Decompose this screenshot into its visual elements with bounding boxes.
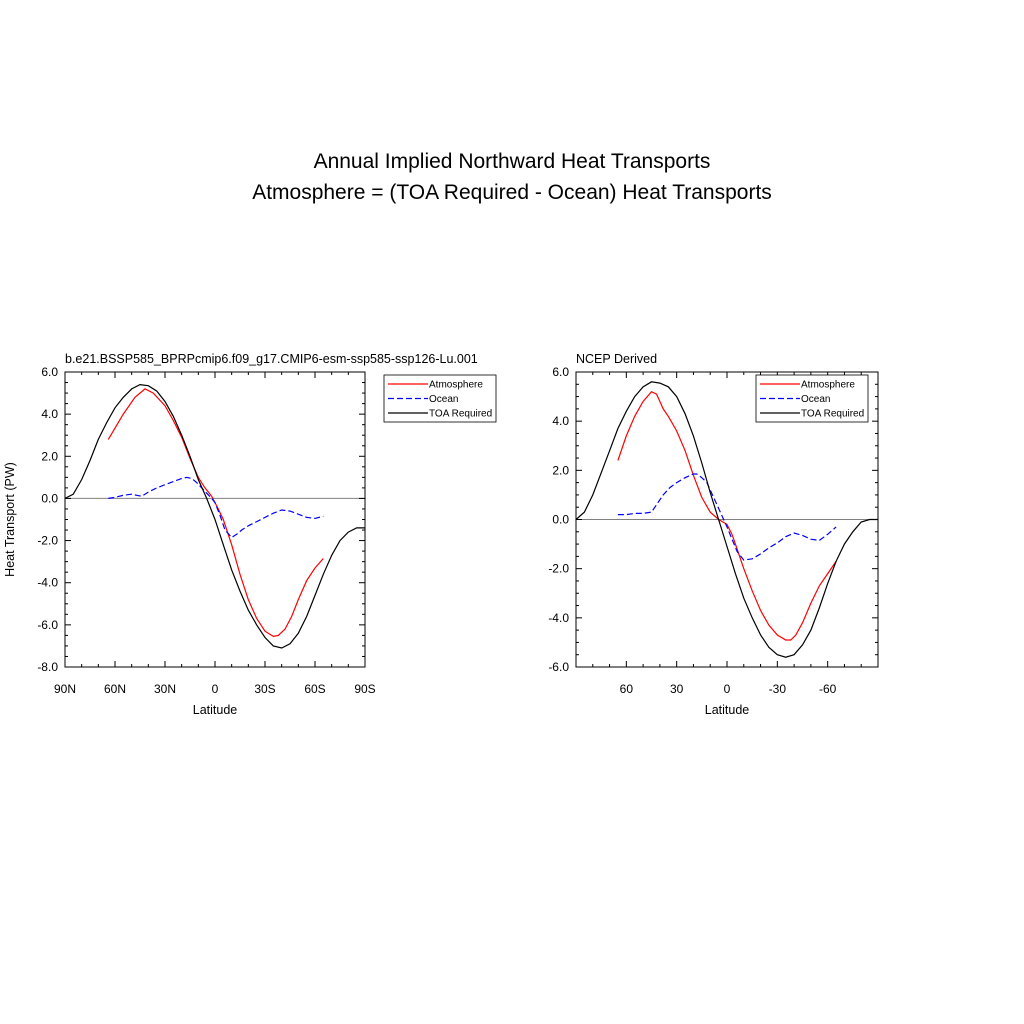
x-tick-label: 0 [212, 682, 219, 696]
y-tick-label: 6.0 [552, 365, 569, 379]
legend: Atmosphere Ocean TOA Required [755, 374, 869, 423]
y-tick-label: 6.0 [41, 365, 58, 379]
y-tick-label: 4.0 [552, 414, 569, 428]
x-tick-label: 60N [104, 682, 126, 696]
y-tick-label: -8.0 [37, 660, 58, 674]
panel-title: NCEP Derived [576, 352, 657, 366]
figure-title: Annual Implied Northward Heat Transports [313, 150, 711, 173]
chart-2: NCEP Derived 6.0 4.0 2.0 0.0 -2.0 -4.0 -6.0 60 30… [548, 352, 879, 717]
panel-title: b.e21.BSSP585_BPRPcmip6.f09_g17.CMIP6-es… [65, 352, 478, 366]
legend-label: Atmosphere [801, 380, 855, 391]
legend-label: TOA Required [429, 409, 492, 420]
y-tick-label: 2.0 [41, 449, 58, 463]
x-tick-label: 90N [54, 682, 76, 696]
x-axis-label: Latitude [705, 703, 750, 717]
x-tick-label: 30N [154, 682, 176, 696]
x-tick-label: 30 [670, 682, 684, 696]
x-tick-label: 30S [254, 682, 275, 696]
series-line-atmosphere [107, 388, 324, 638]
x-tick-label: 90S [354, 682, 375, 696]
y-tick-label: -6.0 [548, 660, 569, 674]
series-line-atmosphere [617, 390, 837, 641]
figure-subtitle: Atmosphere = (TOA Required - Ocean) Heat… [252, 181, 772, 204]
legend-label: Ocean [801, 394, 830, 405]
y-tick-label: -6.0 [37, 618, 58, 632]
x-axis-label: Latitude [193, 703, 238, 717]
legend: Atmosphere Ocean TOA Required [383, 374, 497, 423]
series-line-toa-required [575, 381, 878, 658]
y-tick-label: 2.0 [552, 463, 569, 477]
y-axis-label: Heat Transport (PW) [3, 462, 17, 577]
x-tick-label: 0 [724, 682, 731, 696]
y-tick-label: -4.0 [37, 576, 58, 590]
legend-label: Ocean [429, 394, 458, 405]
series-line-toa-required [64, 383, 365, 649]
x-tick-label: -60 [819, 682, 837, 696]
y-tick-label: 4.0 [41, 407, 58, 421]
chart-1: b.e21.BSSP585_BPRPcmip6.f09_g17.CMIP6-es… [3, 352, 497, 717]
y-tick-label: 0.0 [41, 491, 58, 505]
y-tick-label: 0.0 [552, 513, 569, 527]
x-tick-label: 60 [620, 682, 634, 696]
y-tick-label: -2.0 [37, 534, 58, 548]
series-line-ocean [108, 476, 324, 539]
y-tick-label: -4.0 [548, 611, 569, 625]
y-tick-label: -2.0 [548, 562, 569, 576]
legend-label: Atmosphere [429, 380, 483, 391]
series-line-ocean [617, 473, 837, 561]
x-tick-label: 60S [304, 682, 325, 696]
legend-label: TOA Required [801, 409, 864, 420]
x-tick-label: -30 [769, 682, 787, 696]
